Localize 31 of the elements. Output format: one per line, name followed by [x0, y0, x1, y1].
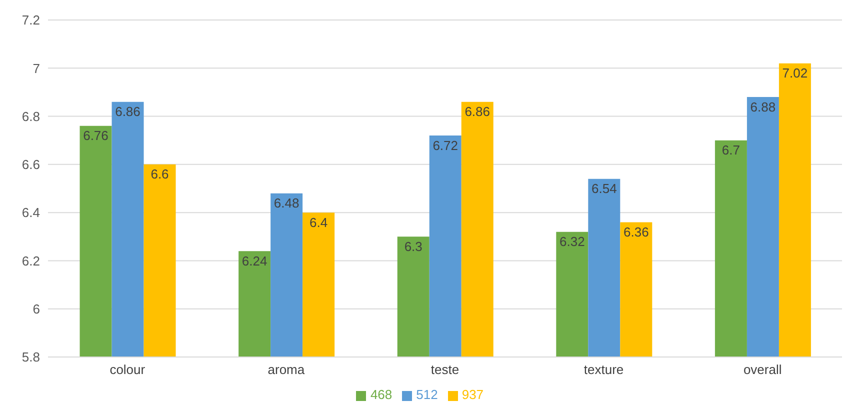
data-label: 6.54	[592, 181, 617, 196]
data-label: 6.88	[750, 99, 776, 114]
data-label: 6.6	[150, 166, 169, 182]
x-tick-label: aroma	[268, 362, 306, 378]
data-label: 6.72	[432, 138, 458, 153]
x-tick-label: texture	[584, 362, 624, 378]
x-tick-label: teste	[430, 362, 460, 378]
y-tick-label: 6.6	[22, 157, 40, 172]
y-tick-label: 6.4	[22, 205, 40, 220]
data-label: 6.48	[274, 196, 300, 211]
y-tick-label: 5.8	[22, 350, 40, 365]
legend-label: 512	[416, 387, 438, 402]
data-label: 6.86	[115, 104, 140, 120]
legend-label: 468	[370, 387, 392, 402]
data-label: 6.36	[624, 224, 649, 240]
y-tick-label: 7	[32, 60, 40, 76]
data-label: 6.32	[560, 234, 585, 250]
data-label: 6.76	[83, 128, 108, 144]
y-tick-label: 6	[32, 301, 40, 316]
y-tick-label: 7.2	[22, 12, 40, 28]
x-tick-label: overall	[743, 362, 782, 378]
data-label: 6.4	[310, 214, 328, 230]
y-tick-label: 6.2	[22, 253, 40, 268]
data-label: 7.02	[782, 66, 808, 81]
data-label: 6.7	[722, 142, 740, 158]
data-label: 6.24	[242, 253, 268, 268]
x-tick-label: colour	[110, 362, 146, 378]
data-label: 6.86	[464, 104, 490, 120]
data-label: 6.3	[404, 238, 422, 254]
legend-label: 937	[462, 387, 484, 402]
y-tick-label: 6.8	[22, 108, 40, 124]
